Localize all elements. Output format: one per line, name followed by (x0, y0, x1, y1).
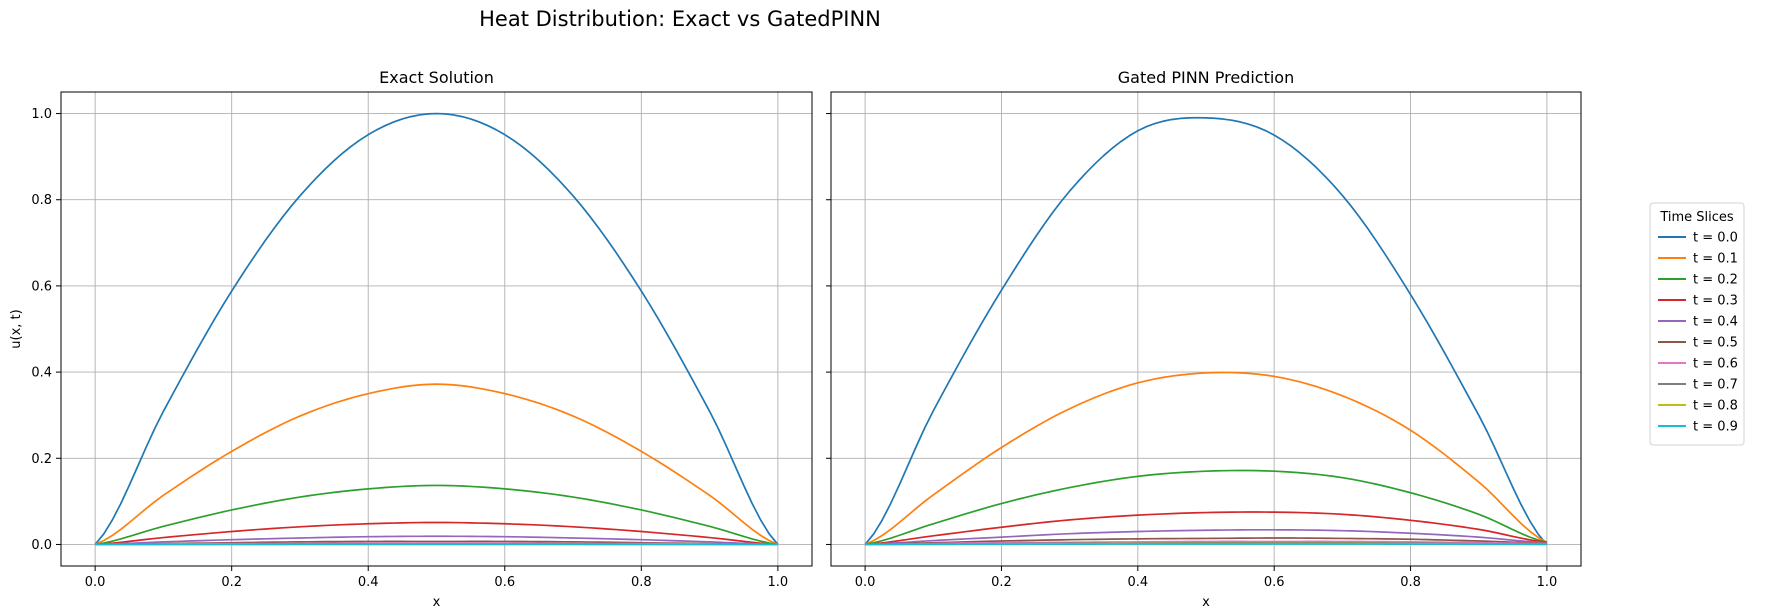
y-tick-label: 0.8 (31, 193, 52, 208)
legend-label: t = 0.8 (1693, 399, 1738, 414)
legend-label: t = 0.9 (1693, 420, 1738, 435)
series-line-01 (94, 383, 779, 546)
y-tick-label: 1.0 (31, 107, 52, 122)
axes-frame (60, 91, 813, 567)
series-line-04 (95, 535, 778, 546)
legend-label: t = 0.7 (1693, 378, 1738, 393)
figure-title: Heat Distribution: Exact vs GatedPINN (479, 7, 881, 31)
x-tick-label: 0.2 (991, 575, 1012, 590)
legend-item: t = 0.5 (1658, 336, 1738, 351)
chart-panel-1: 0.0 0.2 0.4 0.6 0.8 1.0 0.0 0.2 0.4 0.6 0.8 1.0 Exac… (9, 68, 813, 610)
legend-label: t = 0.4 (1693, 315, 1738, 330)
x-tick-label: 0.0 (85, 575, 106, 590)
series-line-03 (95, 521, 778, 546)
legend-item: t = 0.6 (1658, 357, 1738, 372)
x-tick-label: 0.0 (855, 575, 876, 590)
legend-item: t = 0.8 (1658, 399, 1738, 414)
legend-item: t = 0.9 (1658, 420, 1738, 435)
legend-label: t = 0.2 (1693, 273, 1738, 288)
legend-title: Time Slices (1659, 210, 1734, 225)
series-line-02 (95, 484, 778, 546)
x-tick-label: 0.6 (494, 575, 515, 590)
legend-label: t = 0.1 (1693, 252, 1738, 267)
x-tick-label: 0.4 (1127, 575, 1148, 590)
panel-title: Gated PINN Prediction (1118, 68, 1294, 87)
legend-item: t = 0.2 (1658, 273, 1738, 288)
x-tick-label: 0.2 (221, 575, 242, 590)
legend-item: t = 0.7 (1658, 378, 1738, 393)
y-tick-label: 0.6 (31, 279, 52, 294)
series-line-04 (865, 528, 1547, 546)
legend-label: t = 0.6 (1693, 357, 1738, 372)
panel-title: Exact Solution (379, 68, 494, 87)
series-line-03 (865, 511, 1548, 546)
series-line-00 (94, 112, 779, 545)
chart-panel-2: 0.0 0.2 0.4 0.6 0.8 1.0 Gated PINN Prediction x (826, 68, 1582, 610)
x-tick-label: 0.8 (1400, 575, 1421, 590)
y-tick-label: 0.4 (31, 366, 52, 381)
x-axis-label: x (433, 595, 441, 610)
legend-item: t = 0.3 (1658, 294, 1738, 309)
x-tick-label: 0.6 (1264, 575, 1285, 590)
axes-frame (830, 91, 1582, 567)
x-axis-label: x (1202, 595, 1210, 610)
chart-panels: 0.0 0.2 0.4 0.6 0.8 1.0 0.0 0.2 0.4 0.6 0.8 1.0 Exac… (9, 68, 1582, 610)
legend-item: t = 0.1 (1658, 252, 1738, 267)
y-axis-label: u(x, t) (9, 309, 24, 348)
x-tick-label: 1.0 (768, 575, 789, 590)
series-line-00 (864, 116, 1548, 546)
y-tick-label: 0.2 (31, 452, 52, 467)
x-tick-label: 1.0 (1537, 575, 1558, 590)
legend-item: t = 0.0 (1658, 231, 1738, 246)
x-tick-label: 0.4 (358, 575, 379, 590)
legend-label: t = 0.5 (1693, 336, 1738, 351)
legend-label: t = 0.0 (1693, 231, 1738, 246)
series-line-01 (864, 371, 1548, 546)
y-tick-label: 0.0 (31, 538, 52, 553)
legend-label: t = 0.3 (1693, 294, 1738, 309)
x-tick-label: 0.8 (631, 575, 652, 590)
series-line-05 (865, 537, 1547, 546)
legend: Time Slices t = 0.0 t = 0.1 t = 0.2 t = 0.3 t… (1649, 202, 1745, 446)
series-line-02 (864, 469, 1548, 546)
legend-item: t = 0.4 (1658, 315, 1738, 330)
